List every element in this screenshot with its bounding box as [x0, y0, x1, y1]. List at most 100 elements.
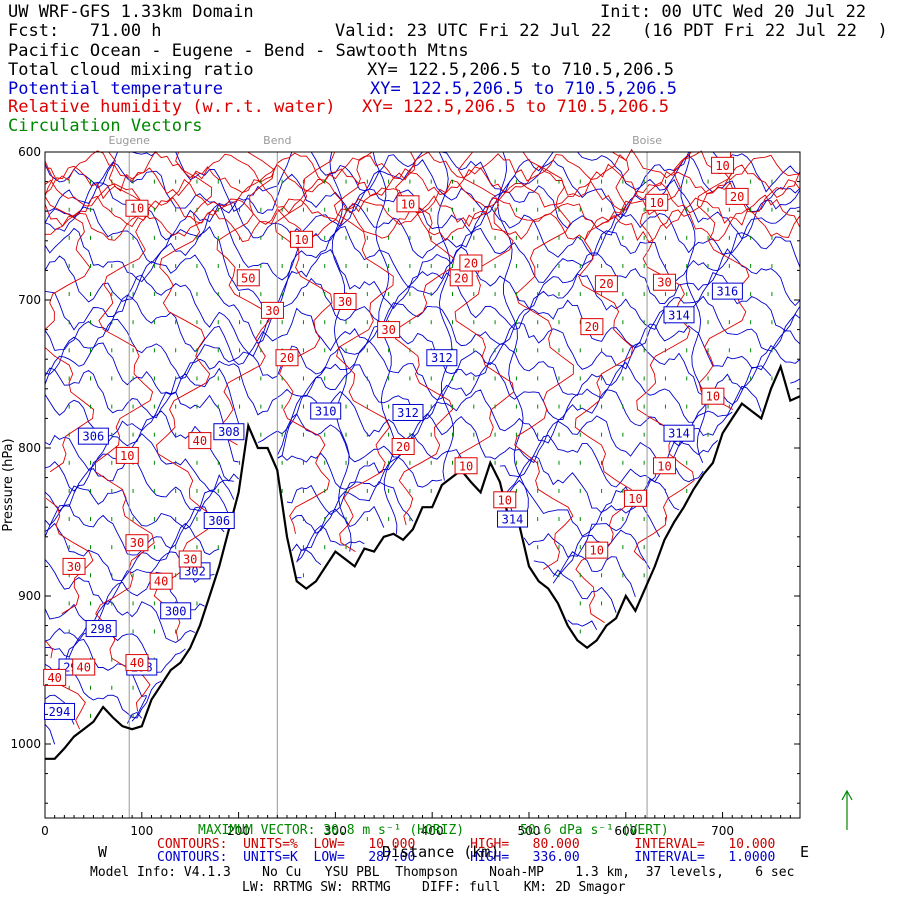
- theta-contour: [44, 478, 680, 537]
- rh-label-text: 30: [183, 553, 197, 567]
- east-label: E: [800, 843, 810, 861]
- rh-label: 40: [72, 658, 96, 676]
- rh-contour: [514, 151, 574, 570]
- rh-label-text: 20: [730, 190, 744, 204]
- max-vector-vert-label: 50.6 dPa s⁻¹ (VERT): [520, 823, 669, 838]
- domain-title: UW WRF-GFS 1.33km Domain: [8, 2, 254, 22]
- theta-label-box: [44, 702, 76, 720]
- forecast-hour: Fcst: 71.00 h: [8, 21, 162, 41]
- rh-label: 30: [260, 301, 284, 319]
- theta-label: 294: [44, 702, 76, 720]
- rh-label-text: 20: [599, 277, 613, 291]
- rh-label-box: [125, 654, 149, 672]
- rh-label: 30: [62, 557, 86, 575]
- rh-label-box: [396, 195, 420, 213]
- theta-contour: [680, 151, 707, 463]
- rh-label-text: 20: [454, 271, 468, 285]
- theta-contour: [44, 619, 186, 673]
- axes: 0 100 200 300 400 500 600 700 600 700 800 900 1000 Pr…: [1, 145, 800, 838]
- rh-label-box: [645, 193, 669, 211]
- rh-label-box: [236, 269, 260, 287]
- rh-label: 40: [43, 668, 67, 686]
- rh-label: 30: [125, 534, 149, 552]
- theta-contours: [44, 151, 801, 745]
- theta-label-box: [663, 424, 695, 442]
- theta-label-text: 314: [502, 513, 524, 527]
- rh-contour: [44, 163, 801, 200]
- theta-contour: [44, 318, 801, 380]
- rh-label-box: [115, 446, 139, 464]
- x-tick-label: 200: [227, 824, 250, 838]
- route-label: Pacific Ocean - Eugene - Bend - Sawtooth…: [8, 41, 469, 61]
- rh-label-box: [725, 187, 749, 205]
- rh-label-box: [594, 275, 618, 293]
- theta-label-text: 306: [208, 514, 230, 528]
- rh-label: 40: [125, 654, 149, 672]
- rh-label: 30: [652, 273, 676, 291]
- theta-label-text: 308: [218, 425, 240, 439]
- theta-label-box: [310, 402, 342, 420]
- rh-label: 10: [652, 457, 676, 475]
- rh-label-box: [623, 489, 647, 507]
- theta-contour: [44, 361, 801, 444]
- theta-label: 306: [203, 512, 235, 530]
- theta-label-box: [426, 349, 458, 367]
- rh-label-text: 40: [130, 656, 144, 670]
- location-name: Bend: [263, 134, 291, 147]
- location-lines: Eugene Bend Boise: [109, 134, 662, 818]
- rh-label-box: [149, 572, 173, 590]
- rh-label: 10: [396, 195, 420, 213]
- rh-label-box: [459, 254, 483, 272]
- rh-label-text: 10: [650, 196, 664, 210]
- rh-label: 10: [645, 193, 669, 211]
- rh-label: 30: [178, 550, 202, 568]
- theta-label-box: [392, 403, 424, 421]
- rh-contour: [394, 151, 455, 526]
- rh-label-box: [585, 541, 609, 559]
- rh-label: 10: [585, 541, 609, 559]
- rh-label: 20: [580, 318, 604, 336]
- rh-label: 50: [236, 269, 260, 287]
- rh-label-text: 30: [657, 276, 671, 290]
- rh-label-box: [125, 534, 149, 552]
- theta-contour: [44, 502, 660, 558]
- model-info: Model Info: V4.1.3 No Cu YSU PBL Thompso…: [90, 865, 795, 880]
- x-tick-label: 600: [614, 824, 637, 838]
- theta-contour: [372, 151, 398, 534]
- theta-label-box: [203, 512, 235, 530]
- theta-contour: [329, 151, 352, 552]
- rh-label-box: [580, 318, 604, 336]
- rh-label: 10: [623, 489, 647, 507]
- theta-label-text: 310: [315, 405, 337, 419]
- rh-label-text: 30: [67, 560, 81, 574]
- rh-contour: [44, 194, 801, 229]
- rh-label-box: [333, 292, 357, 310]
- x-tick-label: 500: [518, 824, 541, 838]
- theta-label: 312: [426, 349, 458, 367]
- theta-contour-info: CONTOURS: UNITS=K LOW= 287.00 HIGH= 336.…: [157, 850, 776, 865]
- theta-label-text: 314: [668, 308, 690, 322]
- rh-label-box: [701, 387, 725, 405]
- location-name: Boise: [632, 134, 662, 147]
- rh-label: 30: [377, 321, 401, 339]
- rh-label-box: [260, 301, 284, 319]
- y-tick-label: 1000: [10, 737, 41, 751]
- theta-label-box: [497, 510, 529, 528]
- valid-time: Valid: 23 UTC Fri 22 Jul 22 (16 PDT Fri …: [335, 21, 888, 41]
- var-theta-xy: XY= 122.5,206.5 to 710.5,206.5: [370, 79, 678, 99]
- theta-contour: [44, 202, 801, 281]
- terrain-line: [45, 363, 801, 760]
- rh-label-box: [493, 491, 517, 509]
- theta-label: 316: [711, 282, 743, 300]
- theta-contour: [437, 151, 454, 481]
- rh-label-text: 20: [280, 351, 294, 365]
- theta-label-text: 300: [165, 604, 187, 618]
- rh-contour: [633, 151, 695, 561]
- rh-label: 10: [290, 230, 314, 248]
- theta-label: 300: [160, 602, 192, 620]
- y-axis-title: Pressure (hPa): [1, 438, 16, 531]
- rh-contour: [455, 152, 514, 481]
- rh-label: 10: [115, 446, 139, 464]
- rh-contour: [95, 151, 155, 712]
- reference-vector-head: [841, 789, 853, 801]
